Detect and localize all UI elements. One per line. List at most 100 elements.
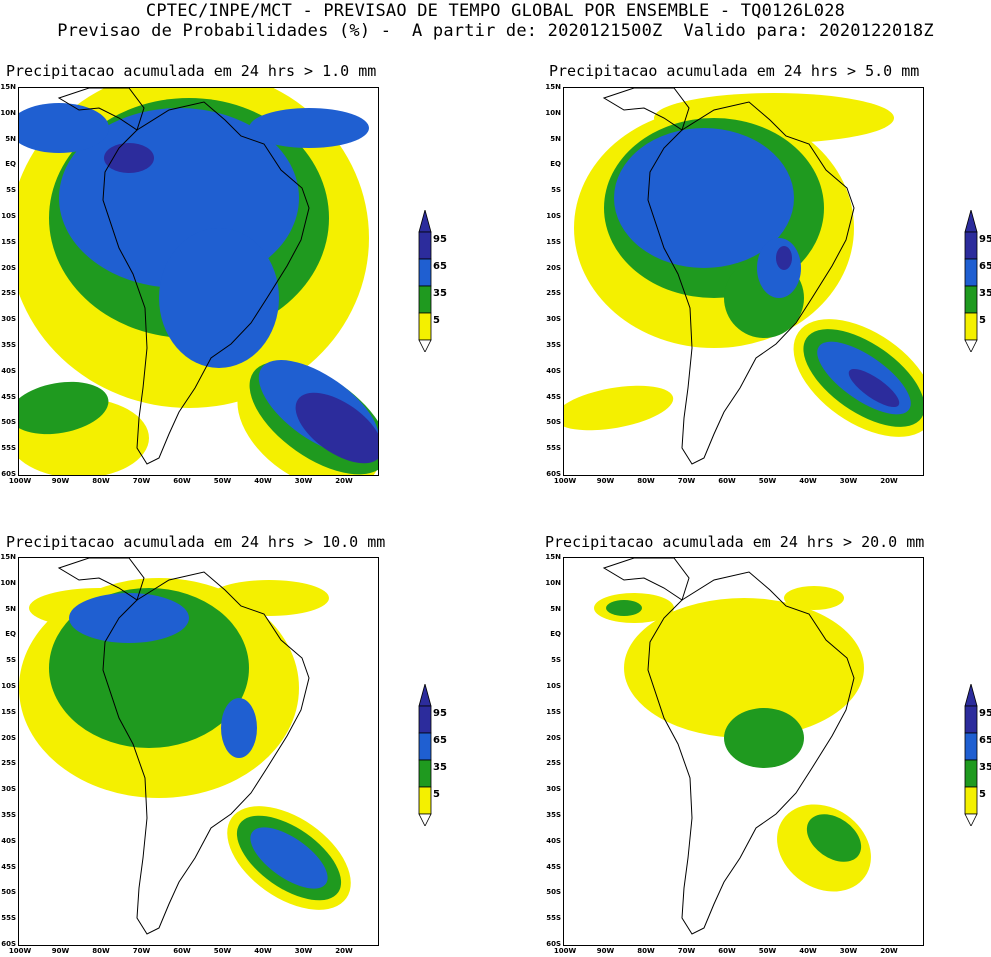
colorbar-cap-bottom xyxy=(418,813,432,827)
prob-area-p65 xyxy=(757,238,801,298)
colorbar-segment-p35 xyxy=(964,285,978,314)
lat-tick-label: 15N xyxy=(0,83,16,91)
lon-tick-label: 90W xyxy=(596,947,615,955)
coastline-central-america xyxy=(57,88,145,131)
map-svg xyxy=(19,558,351,935)
prob-area-p5 xyxy=(564,385,674,431)
colorbar-svg xyxy=(418,208,432,353)
lon-tick-label: 60W xyxy=(173,947,191,955)
lat-tick-label: 40S xyxy=(1,836,16,845)
colorbar-cap-top xyxy=(964,682,978,707)
lat-tick-label: 5S xyxy=(551,186,561,195)
lat-tick-label: EQ xyxy=(5,630,16,639)
lat-tick-label: 5S xyxy=(551,656,561,665)
lat-tick-label: 60S xyxy=(546,470,561,478)
lon-tick-label: 80W xyxy=(92,477,110,485)
lat-tick-label: 60S xyxy=(546,940,561,948)
colorbar-label: 5 xyxy=(979,789,986,800)
lon-tick-label: 30W xyxy=(294,477,313,485)
lat-tick-label: 30S xyxy=(1,315,16,324)
colorbar-2 xyxy=(964,208,978,356)
colorbar-segment-p95 xyxy=(418,705,432,734)
lat-tick-label: 25S xyxy=(1,289,16,298)
lat-tick-label: 40S xyxy=(546,836,561,845)
colorbar-segment-p65 xyxy=(964,732,978,761)
lat-tick-label: 35S xyxy=(546,341,561,349)
prob-area-p35 xyxy=(806,814,862,862)
colorbar-svg xyxy=(418,682,432,827)
header-subtitle: Previsao de Probabilidades (%) - A parti… xyxy=(57,21,934,41)
colorbar-label: 5 xyxy=(433,315,440,326)
lon-tick-label: 40W xyxy=(799,477,817,485)
panel-1-title: Precipitacao acumulada em 24 hrs > 1.0 m… xyxy=(6,62,377,80)
lat-tick-label: 45S xyxy=(1,862,16,871)
lat-tick-label: 10S xyxy=(1,682,16,690)
lat-tick-label: 5N xyxy=(550,604,561,613)
prob-area-p35 xyxy=(724,708,804,768)
lat-tick-label: 55S xyxy=(546,444,561,453)
lat-tick-label: 40S xyxy=(1,366,16,375)
lon-tick-label: 80W xyxy=(637,947,655,955)
lat-tick-label: 30S xyxy=(546,315,561,324)
coastline-central-america xyxy=(57,558,145,601)
map-panel-2 xyxy=(563,87,924,476)
lat-tick-label: 35S xyxy=(1,341,16,349)
prob-area-p65 xyxy=(249,108,369,148)
lon-tick-label: 20W xyxy=(335,477,353,485)
lat-tick-label: EQ xyxy=(550,630,561,639)
colorbar-cap-bottom xyxy=(418,339,432,353)
lat-tick-label: 5N xyxy=(5,604,16,613)
lon-tick-label: 20W xyxy=(880,947,898,955)
coastline-central-america xyxy=(602,88,690,131)
lon-tick-label: 40W xyxy=(254,477,272,485)
lat-tick-label: 10S xyxy=(546,212,561,220)
lat-tick-label: 5N xyxy=(550,134,561,143)
lat-tick-label: 20S xyxy=(546,263,561,272)
lat-tick-label: 50S xyxy=(1,418,16,427)
lat-tick-label: 50S xyxy=(546,888,561,897)
prob-area-p95 xyxy=(848,368,900,408)
lat-tick-label: 45S xyxy=(1,392,16,401)
lat-tick-label: 60S xyxy=(1,470,16,478)
colorbar-label: 65 xyxy=(433,735,447,746)
coastline xyxy=(102,571,310,935)
lat-tick-label: 15N xyxy=(545,83,561,91)
probability-field xyxy=(564,93,923,437)
prob-area-p5 xyxy=(624,598,864,738)
colorbar-4 xyxy=(964,682,978,830)
coastline-central-america xyxy=(602,558,690,601)
lat-tick-label: 10S xyxy=(546,682,561,690)
colorbar-segment-p95 xyxy=(964,705,978,734)
map-svg xyxy=(564,88,923,465)
map-svg xyxy=(594,558,871,935)
colorbar-segment-p65 xyxy=(418,258,432,287)
lon-tick-label: 50W xyxy=(213,477,232,485)
coastline xyxy=(102,101,310,465)
prob-area-p65 xyxy=(69,593,189,643)
lat-tick-label: 20S xyxy=(546,733,561,742)
lon-tick-label: 50W xyxy=(758,477,777,485)
colorbar-cap-top xyxy=(418,682,432,707)
coastline xyxy=(647,101,855,465)
colorbar-cap-top xyxy=(964,208,978,233)
colorbar-label: 65 xyxy=(979,735,991,746)
lon-tick-label: 60W xyxy=(718,947,736,955)
lat-tick-label: 10N xyxy=(0,108,16,117)
lon-tick-label: 70W xyxy=(132,477,151,485)
lon-tick-label: 60W xyxy=(173,477,191,485)
colorbar-label: 35 xyxy=(979,288,991,299)
map-panel-4 xyxy=(563,557,924,946)
lon-tick-label: 90W xyxy=(596,477,615,485)
lat-tick-label: EQ xyxy=(550,160,561,169)
lat-tick-label: 55S xyxy=(1,914,16,923)
colorbar-segment-p35 xyxy=(964,759,978,788)
colorbar-label: 95 xyxy=(979,234,991,245)
lat-tick-label: 10N xyxy=(0,578,16,587)
lat-tick-label: 55S xyxy=(1,444,16,453)
prob-area-p95 xyxy=(776,246,792,270)
lat-tick-label: 45S xyxy=(546,392,561,401)
lon-tick-label: 40W xyxy=(799,947,817,955)
lat-tick-label: 50S xyxy=(546,418,561,427)
colorbar-label: 95 xyxy=(979,708,991,719)
colorbar-segment-p5 xyxy=(418,786,432,815)
